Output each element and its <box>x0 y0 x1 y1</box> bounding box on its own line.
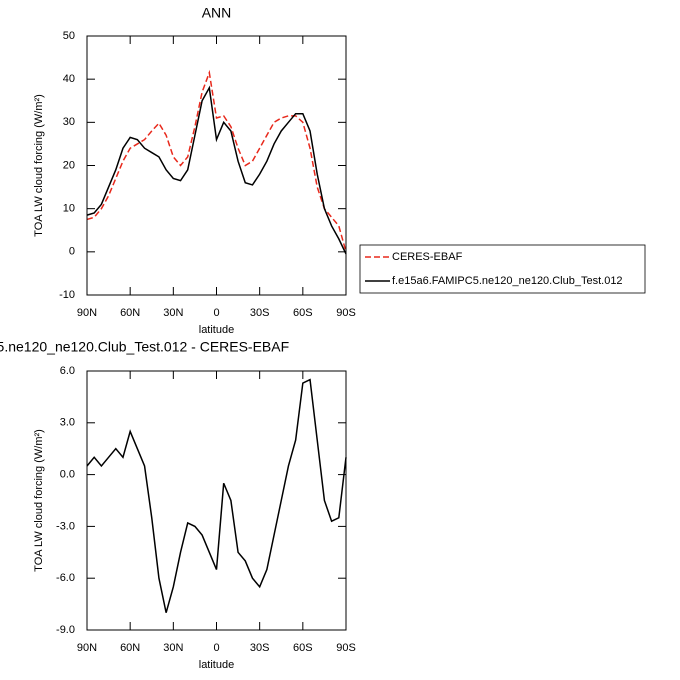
legend-box <box>359 244 646 294</box>
x-tick-label: 90N <box>77 642 97 654</box>
data-line <box>86 85 347 255</box>
y-tick-label: 10 <box>63 203 75 215</box>
y-tick-label: 6.0 <box>60 365 75 377</box>
data-line <box>86 69 347 253</box>
y-tick-label: -9.0 <box>56 624 75 636</box>
x-tick-label: 90S <box>336 642 356 654</box>
y-tick-label: 50 <box>63 30 75 42</box>
x-tick-label: 30S <box>250 642 270 654</box>
chart-title: ANN <box>202 5 232 21</box>
y-tick-label: -3.0 <box>56 520 75 532</box>
x-tick-label: 90N <box>77 307 97 319</box>
x-tick-label: 60N <box>120 642 140 654</box>
x-tick-label: 0 <box>213 307 219 319</box>
x-tick-label: 30N <box>163 642 183 654</box>
y-axis-label: TOA LW cloud forcing (W/m²) <box>33 94 45 237</box>
plot-frame <box>86 35 347 296</box>
legend-label: CERES-EBAF <box>392 251 463 263</box>
x-tick-label: 30S <box>250 307 270 319</box>
x-tick-label: 60S <box>293 307 313 319</box>
chart-title: f.e15a6.FAMIPC5.ne120_ne120.Club_Test.01… <box>0 339 289 355</box>
data-line <box>86 378 347 613</box>
y-tick-label: 40 <box>63 73 75 85</box>
x-tick-label: 30N <box>163 307 183 319</box>
x-tick-label: 0 <box>213 642 219 654</box>
x-tick-label: 60S <box>293 642 313 654</box>
x-tick-label: 90S <box>336 307 356 319</box>
y-tick-label: 0 <box>69 246 75 258</box>
x-axis-label: latitude <box>199 324 234 336</box>
x-tick-label: 60N <box>120 307 140 319</box>
x-axis-label: latitude <box>199 659 234 671</box>
y-tick-label: 3.0 <box>60 417 75 429</box>
y-tick-label: 20 <box>63 159 75 171</box>
y-tick-label: -10 <box>59 289 75 301</box>
y-tick-label: 0.0 <box>60 469 75 481</box>
legend-label: f.e15a6.FAMIPC5.ne120_ne120.Club_Test.01… <box>392 275 623 287</box>
y-tick-label: 30 <box>63 116 75 128</box>
plot-frame <box>86 370 347 631</box>
y-tick-label: -6.0 <box>56 572 75 584</box>
y-axis-label: TOA LW cloud forcing (W/m²) <box>33 429 45 572</box>
